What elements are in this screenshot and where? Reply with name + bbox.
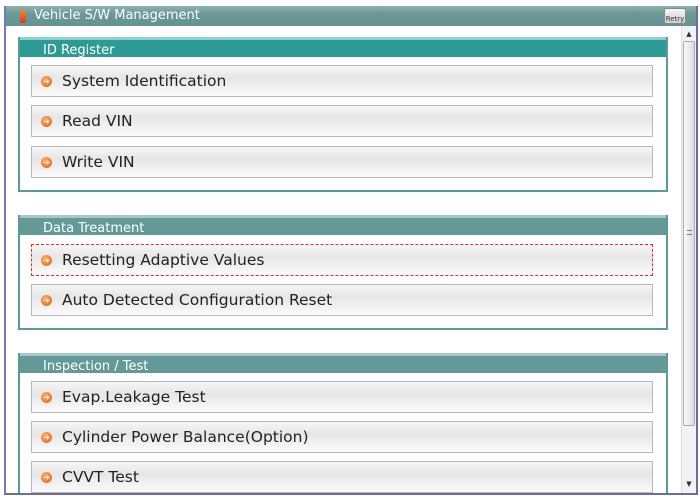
vertical-scrollbar[interactable]: ▲ ▼ — [681, 26, 696, 493]
item-label: Read VIN — [62, 112, 133, 130]
group-inspection-test: Inspection / Test ➔ Evap.Leakage Test ➔ Cy… — [18, 353, 668, 493]
item-label: System Identification — [62, 72, 227, 90]
scroll-down-icon[interactable]: ▼ — [686, 480, 692, 488]
menu-item-cvvt-test[interactable]: ➔ CVVT Test — [31, 461, 653, 493]
arrow-icon: ➔ — [41, 295, 52, 306]
group-data-treatment: Data Treatment ➔ Resetting Adaptive Value… — [18, 215, 668, 330]
retry-button[interactable]: Retry — [664, 8, 686, 24]
menu-item-auto-detected-configuration-reset[interactable]: ➔ Auto Detected Configuration Reset — [31, 284, 653, 316]
group-header: Data Treatment — [20, 215, 666, 236]
window-icon — [20, 10, 26, 23]
item-label: CVVT Test — [62, 468, 139, 486]
item-label: Write VIN — [62, 153, 135, 171]
vehicle-sw-management-window: Vehicle S/W Management Retry ID Register… — [4, 6, 698, 495]
group-header: Inspection / Test — [20, 353, 666, 374]
group-id-register: ID Register ➔ System Identification ➔ Read… — [18, 37, 668, 192]
item-label: Auto Detected Configuration Reset — [62, 291, 333, 309]
arrow-icon: ➔ — [41, 116, 52, 127]
arrow-icon: ➔ — [41, 157, 52, 168]
title-bar: Vehicle S/W Management Retry — [6, 6, 696, 26]
menu-item-write-vin[interactable]: ➔ Write VIN — [31, 146, 653, 178]
arrow-icon: ➔ — [41, 392, 52, 403]
item-label: Cylinder Power Balance(Option) — [62, 428, 309, 446]
menu-item-system-identification[interactable]: ➔ System Identification — [31, 65, 653, 97]
arrow-icon: ➔ — [41, 472, 52, 483]
arrow-icon: ➔ — [41, 76, 52, 87]
menu-item-resetting-adaptive-values[interactable]: ➔ Resetting Adaptive Values — [31, 244, 653, 276]
menu-content: ID Register ➔ System Identification ➔ Read… — [6, 26, 680, 493]
arrow-icon: ➔ — [41, 255, 52, 266]
scrollbar-thumb[interactable] — [683, 41, 695, 426]
scroll-up-icon[interactable]: ▲ — [686, 30, 692, 38]
item-label: Resetting Adaptive Values — [62, 251, 265, 269]
menu-item-cylinder-power-balance[interactable]: ➔ Cylinder Power Balance(Option) — [31, 421, 653, 453]
arrow-icon: ➔ — [41, 432, 52, 443]
item-label: Evap.Leakage Test — [62, 388, 206, 406]
window-title: Vehicle S/W Management — [34, 8, 200, 23]
menu-item-read-vin[interactable]: ➔ Read VIN — [31, 105, 653, 137]
menu-item-evap-leakage-test[interactable]: ➔ Evap.Leakage Test — [31, 381, 653, 413]
grip-icon — [687, 230, 692, 235]
group-header: ID Register — [20, 37, 666, 58]
